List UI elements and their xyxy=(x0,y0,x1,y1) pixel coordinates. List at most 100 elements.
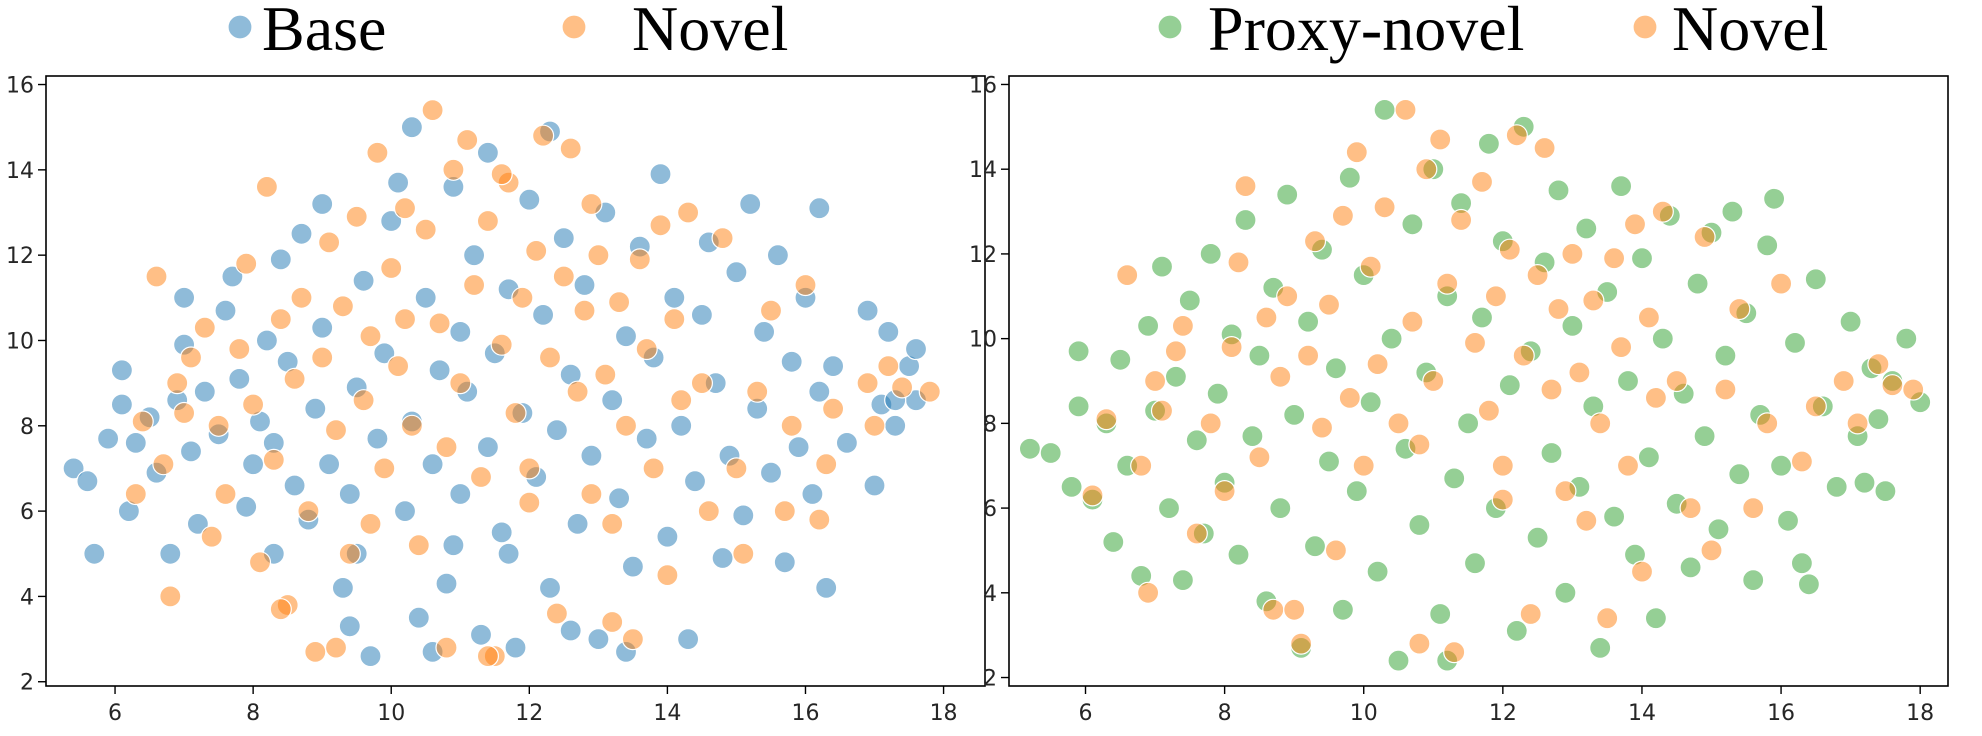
data-point xyxy=(1185,522,1208,545)
data-point xyxy=(808,508,831,531)
data-point xyxy=(83,542,106,565)
data-point xyxy=(269,248,292,271)
data-point xyxy=(297,500,320,523)
data-point xyxy=(124,431,147,454)
x-tick-label: 16 xyxy=(1767,701,1795,726)
data-point xyxy=(380,209,403,233)
data-point xyxy=(821,397,845,420)
data-point xyxy=(324,419,348,442)
data-point xyxy=(283,367,306,390)
data-point xyxy=(1498,374,1521,397)
data-point xyxy=(1874,480,1897,503)
data-point xyxy=(1561,314,1584,337)
data-point xyxy=(1846,412,1869,435)
x-tick-label: 6 xyxy=(108,701,122,726)
x-tick-label: 6 xyxy=(1079,701,1093,726)
data-point xyxy=(1721,200,1744,223)
legend: Base Novel xyxy=(227,0,788,64)
x-tick-label: 16 xyxy=(791,701,819,726)
data-point xyxy=(490,163,513,186)
data-point xyxy=(76,470,99,493)
x-tick-label: 8 xyxy=(1218,701,1232,726)
data-point xyxy=(214,299,237,322)
y-tick-label: 2 xyxy=(20,671,34,696)
data-point xyxy=(456,128,479,152)
data-point xyxy=(1783,331,1807,354)
data-point xyxy=(635,427,658,450)
data-point xyxy=(110,393,134,416)
data-point xyxy=(1526,264,1549,287)
data-point xyxy=(1505,124,1528,147)
data-point xyxy=(1366,353,1389,376)
data-point xyxy=(676,201,700,224)
data-point xyxy=(311,346,334,369)
data-point xyxy=(1178,289,1201,312)
data-point xyxy=(1867,408,1890,431)
x-tick-label: 12 xyxy=(515,701,543,726)
data-point xyxy=(338,615,361,638)
data-point xyxy=(1164,365,1188,388)
data-point xyxy=(1637,446,1661,469)
data-point xyxy=(1324,539,1348,562)
data-point xyxy=(1171,314,1195,337)
data-point xyxy=(1150,255,1174,278)
y-tick-label: 12 xyxy=(969,243,997,268)
data-point xyxy=(242,393,265,416)
data-point xyxy=(815,453,838,476)
data-point xyxy=(311,192,334,216)
data-point xyxy=(407,534,430,557)
data-point xyxy=(1345,141,1368,164)
data-point xyxy=(1609,336,1633,359)
data-point xyxy=(690,372,714,395)
data-point xyxy=(159,585,182,608)
y-tick-label: 8 xyxy=(983,412,997,437)
data-point xyxy=(1582,289,1605,312)
data-point xyxy=(110,359,134,382)
y-tick-label: 14 xyxy=(969,158,997,183)
scatter-panel-1: 6 8 10 12 14 16 18 2 4 6 8 10 12 14 16 Base Novel xyxy=(6,0,986,726)
data-point xyxy=(1436,272,1459,295)
data-point xyxy=(1324,357,1348,380)
data-point xyxy=(1331,204,1355,227)
data-point xyxy=(414,286,437,309)
data-point xyxy=(352,389,375,412)
data-point xyxy=(186,512,209,536)
data-point xyxy=(1679,497,1702,520)
data-point xyxy=(193,316,216,339)
data-point xyxy=(318,231,341,254)
data-point xyxy=(1408,433,1431,456)
data-point xyxy=(338,542,361,565)
data-point xyxy=(373,457,396,480)
data-point xyxy=(614,414,638,437)
data-point xyxy=(1644,607,1668,630)
data-point xyxy=(1881,374,1904,397)
data-point xyxy=(428,312,451,335)
x-tick-label: 8 xyxy=(246,701,260,726)
data-point xyxy=(711,546,734,570)
data-point xyxy=(387,355,410,378)
data-point xyxy=(1554,581,1577,604)
data-point xyxy=(1095,408,1118,431)
data-point xyxy=(566,512,589,536)
data-point xyxy=(856,372,879,395)
data-point xyxy=(1895,327,1918,350)
data-point xyxy=(1185,429,1208,452)
data-point xyxy=(1359,255,1382,278)
data-point xyxy=(518,491,541,514)
legend-label: Proxy-novel xyxy=(1208,0,1524,64)
data-point xyxy=(1338,386,1361,409)
data-point xyxy=(1067,340,1090,363)
data-point xyxy=(1269,497,1292,520)
data-point xyxy=(228,337,251,361)
data-point xyxy=(359,644,382,668)
data-point xyxy=(1338,166,1361,189)
data-point xyxy=(1505,619,1528,643)
data-point xyxy=(884,414,907,437)
data-point xyxy=(1164,340,1188,363)
data-point xyxy=(1797,573,1821,596)
data-point xyxy=(1547,179,1570,202)
data-point xyxy=(442,534,465,557)
data-point xyxy=(1470,306,1494,329)
data-point xyxy=(587,244,610,267)
